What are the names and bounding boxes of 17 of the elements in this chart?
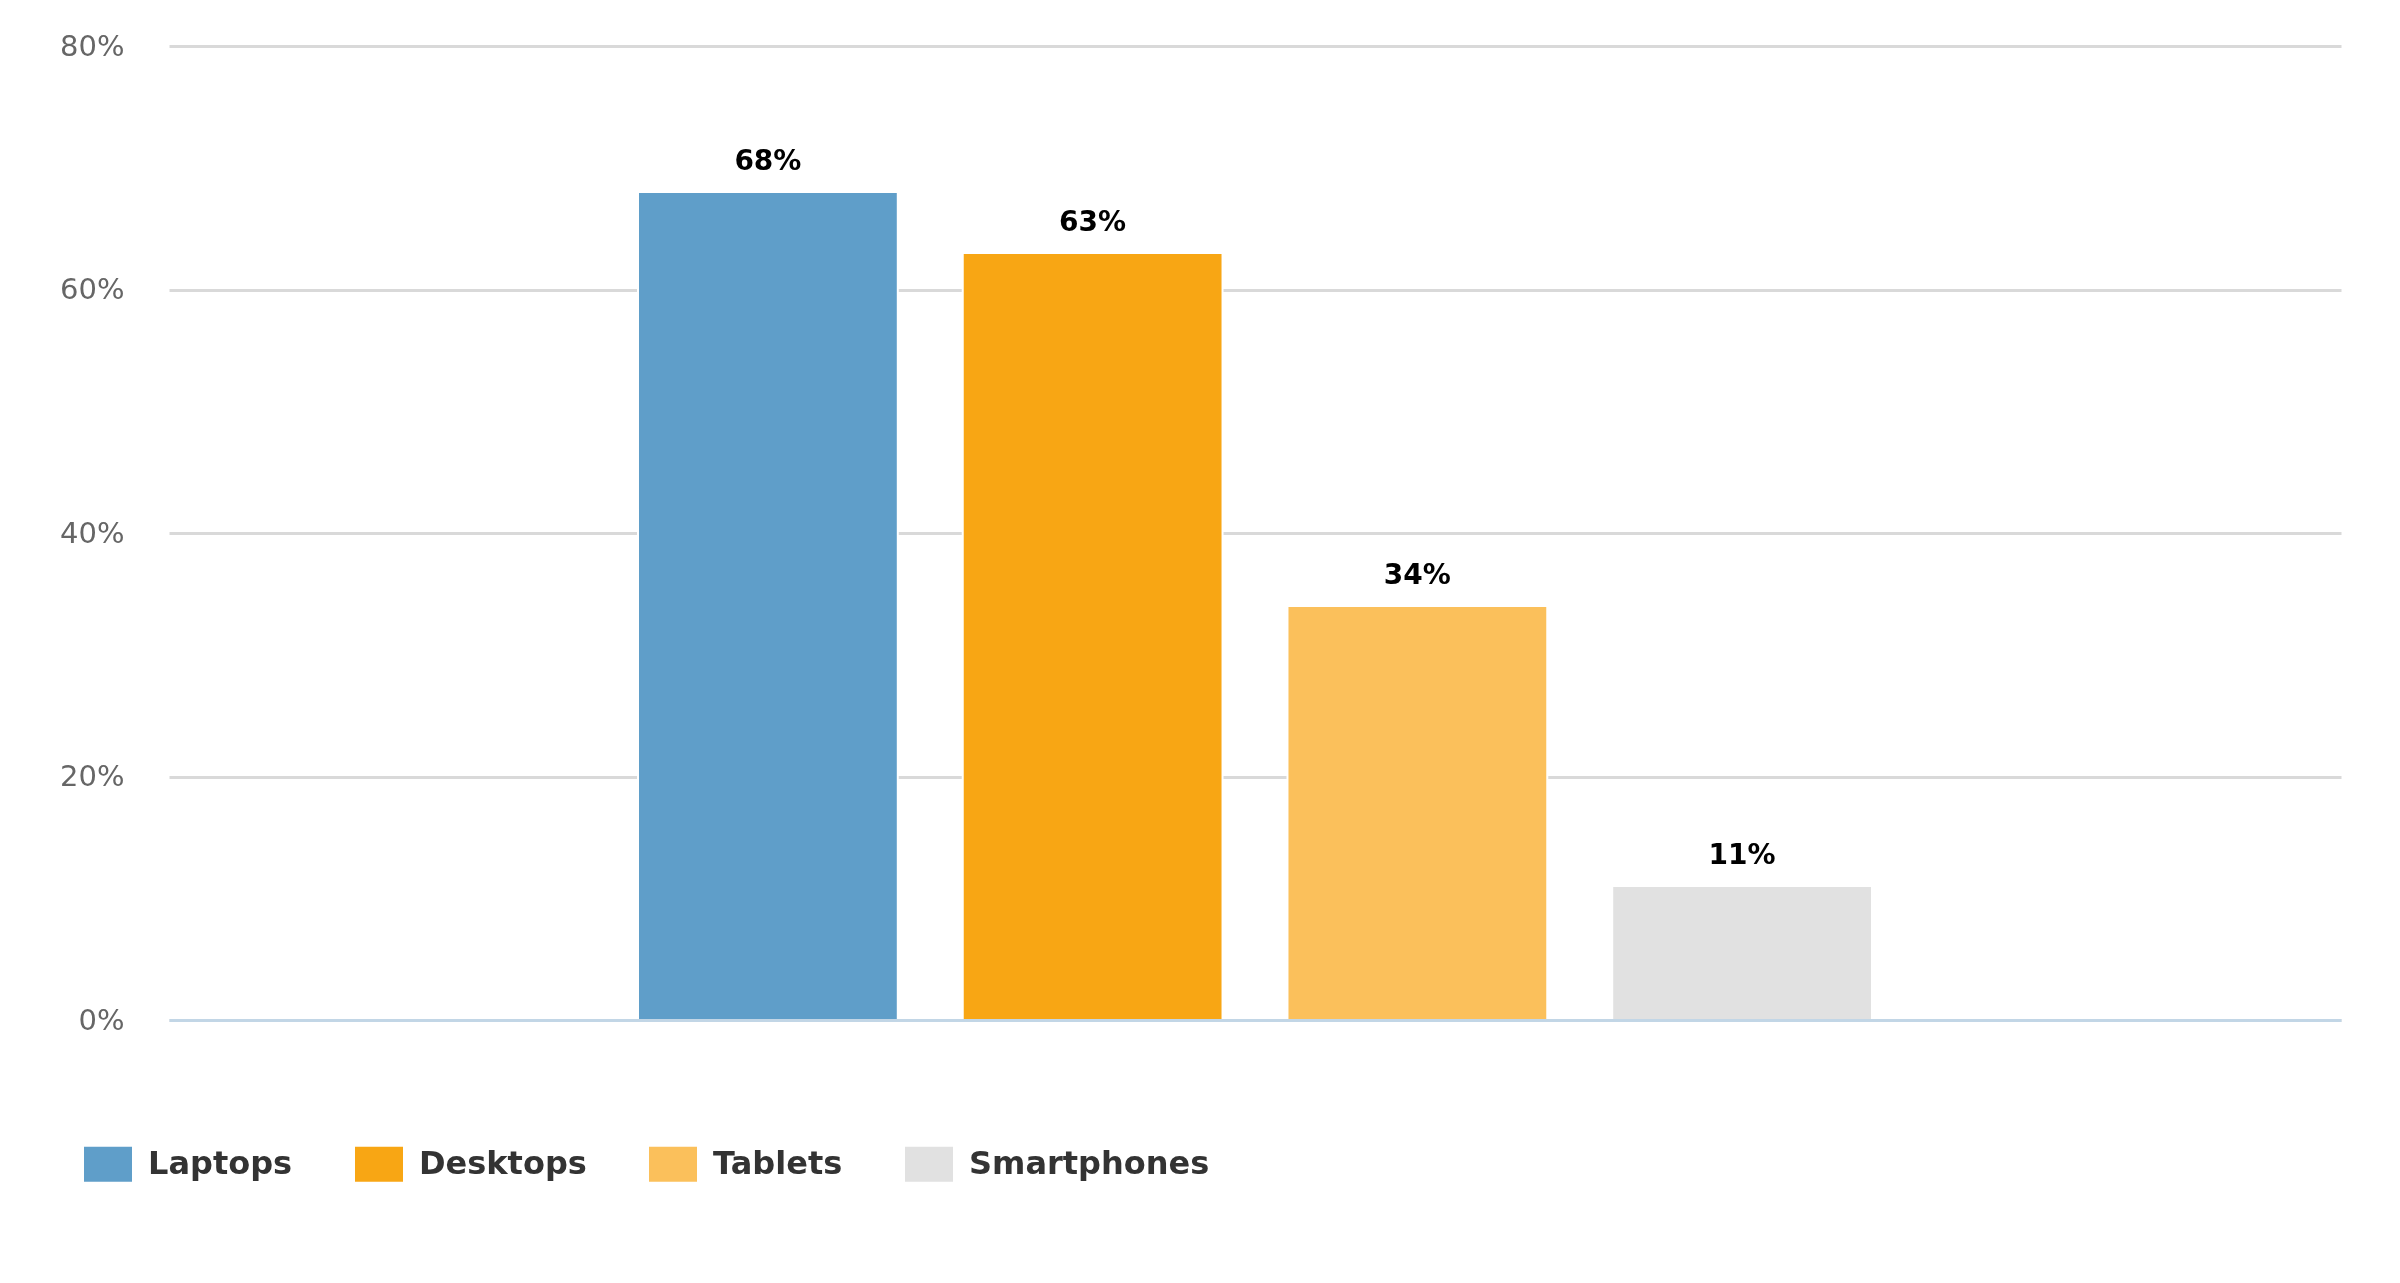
data-label: 11% bbox=[1708, 838, 1776, 872]
legend-label: Desktops bbox=[419, 1144, 587, 1183]
bar bbox=[637, 191, 899, 1021]
y-tick-label: 40% bbox=[60, 515, 125, 550]
y-tick-label: 20% bbox=[60, 759, 125, 793]
bar bbox=[961, 251, 1224, 1021]
y-tick-label: 60% bbox=[60, 272, 125, 306]
y-tick-label: 0% bbox=[78, 1002, 125, 1037]
data-label: 63% bbox=[1059, 204, 1127, 238]
bar bbox=[1611, 885, 1873, 1021]
legend-label: Smartphones bbox=[969, 1144, 1210, 1183]
data-label: 34% bbox=[1383, 558, 1451, 592]
y-tick-label: 80% bbox=[60, 28, 125, 63]
legend-label: Laptops bbox=[148, 1144, 293, 1183]
data-label: 68% bbox=[734, 144, 802, 178]
legend-label: Tablets bbox=[713, 1144, 843, 1183]
bar bbox=[1286, 605, 1549, 1021]
